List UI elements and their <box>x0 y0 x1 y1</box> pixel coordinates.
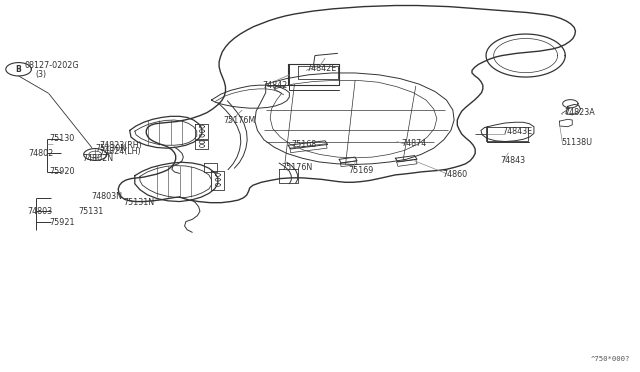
Text: B: B <box>16 65 22 74</box>
Text: 74803: 74803 <box>28 207 52 216</box>
Text: 75176M: 75176M <box>223 116 255 125</box>
Text: 75130N: 75130N <box>95 144 126 153</box>
Text: 74842: 74842 <box>262 81 288 90</box>
Text: 74803N: 74803N <box>92 192 122 201</box>
Text: 75169: 75169 <box>349 166 374 175</box>
Text: 74860: 74860 <box>443 170 468 179</box>
Text: 75176N: 75176N <box>282 163 313 172</box>
Text: 74842E: 74842E <box>306 64 336 73</box>
Text: 08127-0202G: 08127-0202G <box>25 61 79 70</box>
Text: 74843E: 74843E <box>502 126 532 136</box>
Text: 75131: 75131 <box>79 207 104 216</box>
Text: 75168: 75168 <box>291 140 317 149</box>
Text: 75920: 75920 <box>49 167 75 176</box>
Text: (3): (3) <box>36 70 47 78</box>
Text: 75131N: 75131N <box>124 198 154 207</box>
Text: 51138U: 51138U <box>561 138 593 147</box>
Text: 74843: 74843 <box>500 156 525 165</box>
Text: 74802: 74802 <box>29 149 54 158</box>
Text: 75130: 75130 <box>49 134 74 143</box>
Text: ^750*000?: ^750*000? <box>590 356 630 362</box>
Text: 74823(RH): 74823(RH) <box>100 141 143 151</box>
Text: 74802N: 74802N <box>83 154 113 163</box>
Text: 74824(LH): 74824(LH) <box>100 147 141 156</box>
Text: 74823A: 74823A <box>564 108 595 117</box>
Text: 74874: 74874 <box>402 139 427 148</box>
Text: 75921: 75921 <box>49 218 75 227</box>
